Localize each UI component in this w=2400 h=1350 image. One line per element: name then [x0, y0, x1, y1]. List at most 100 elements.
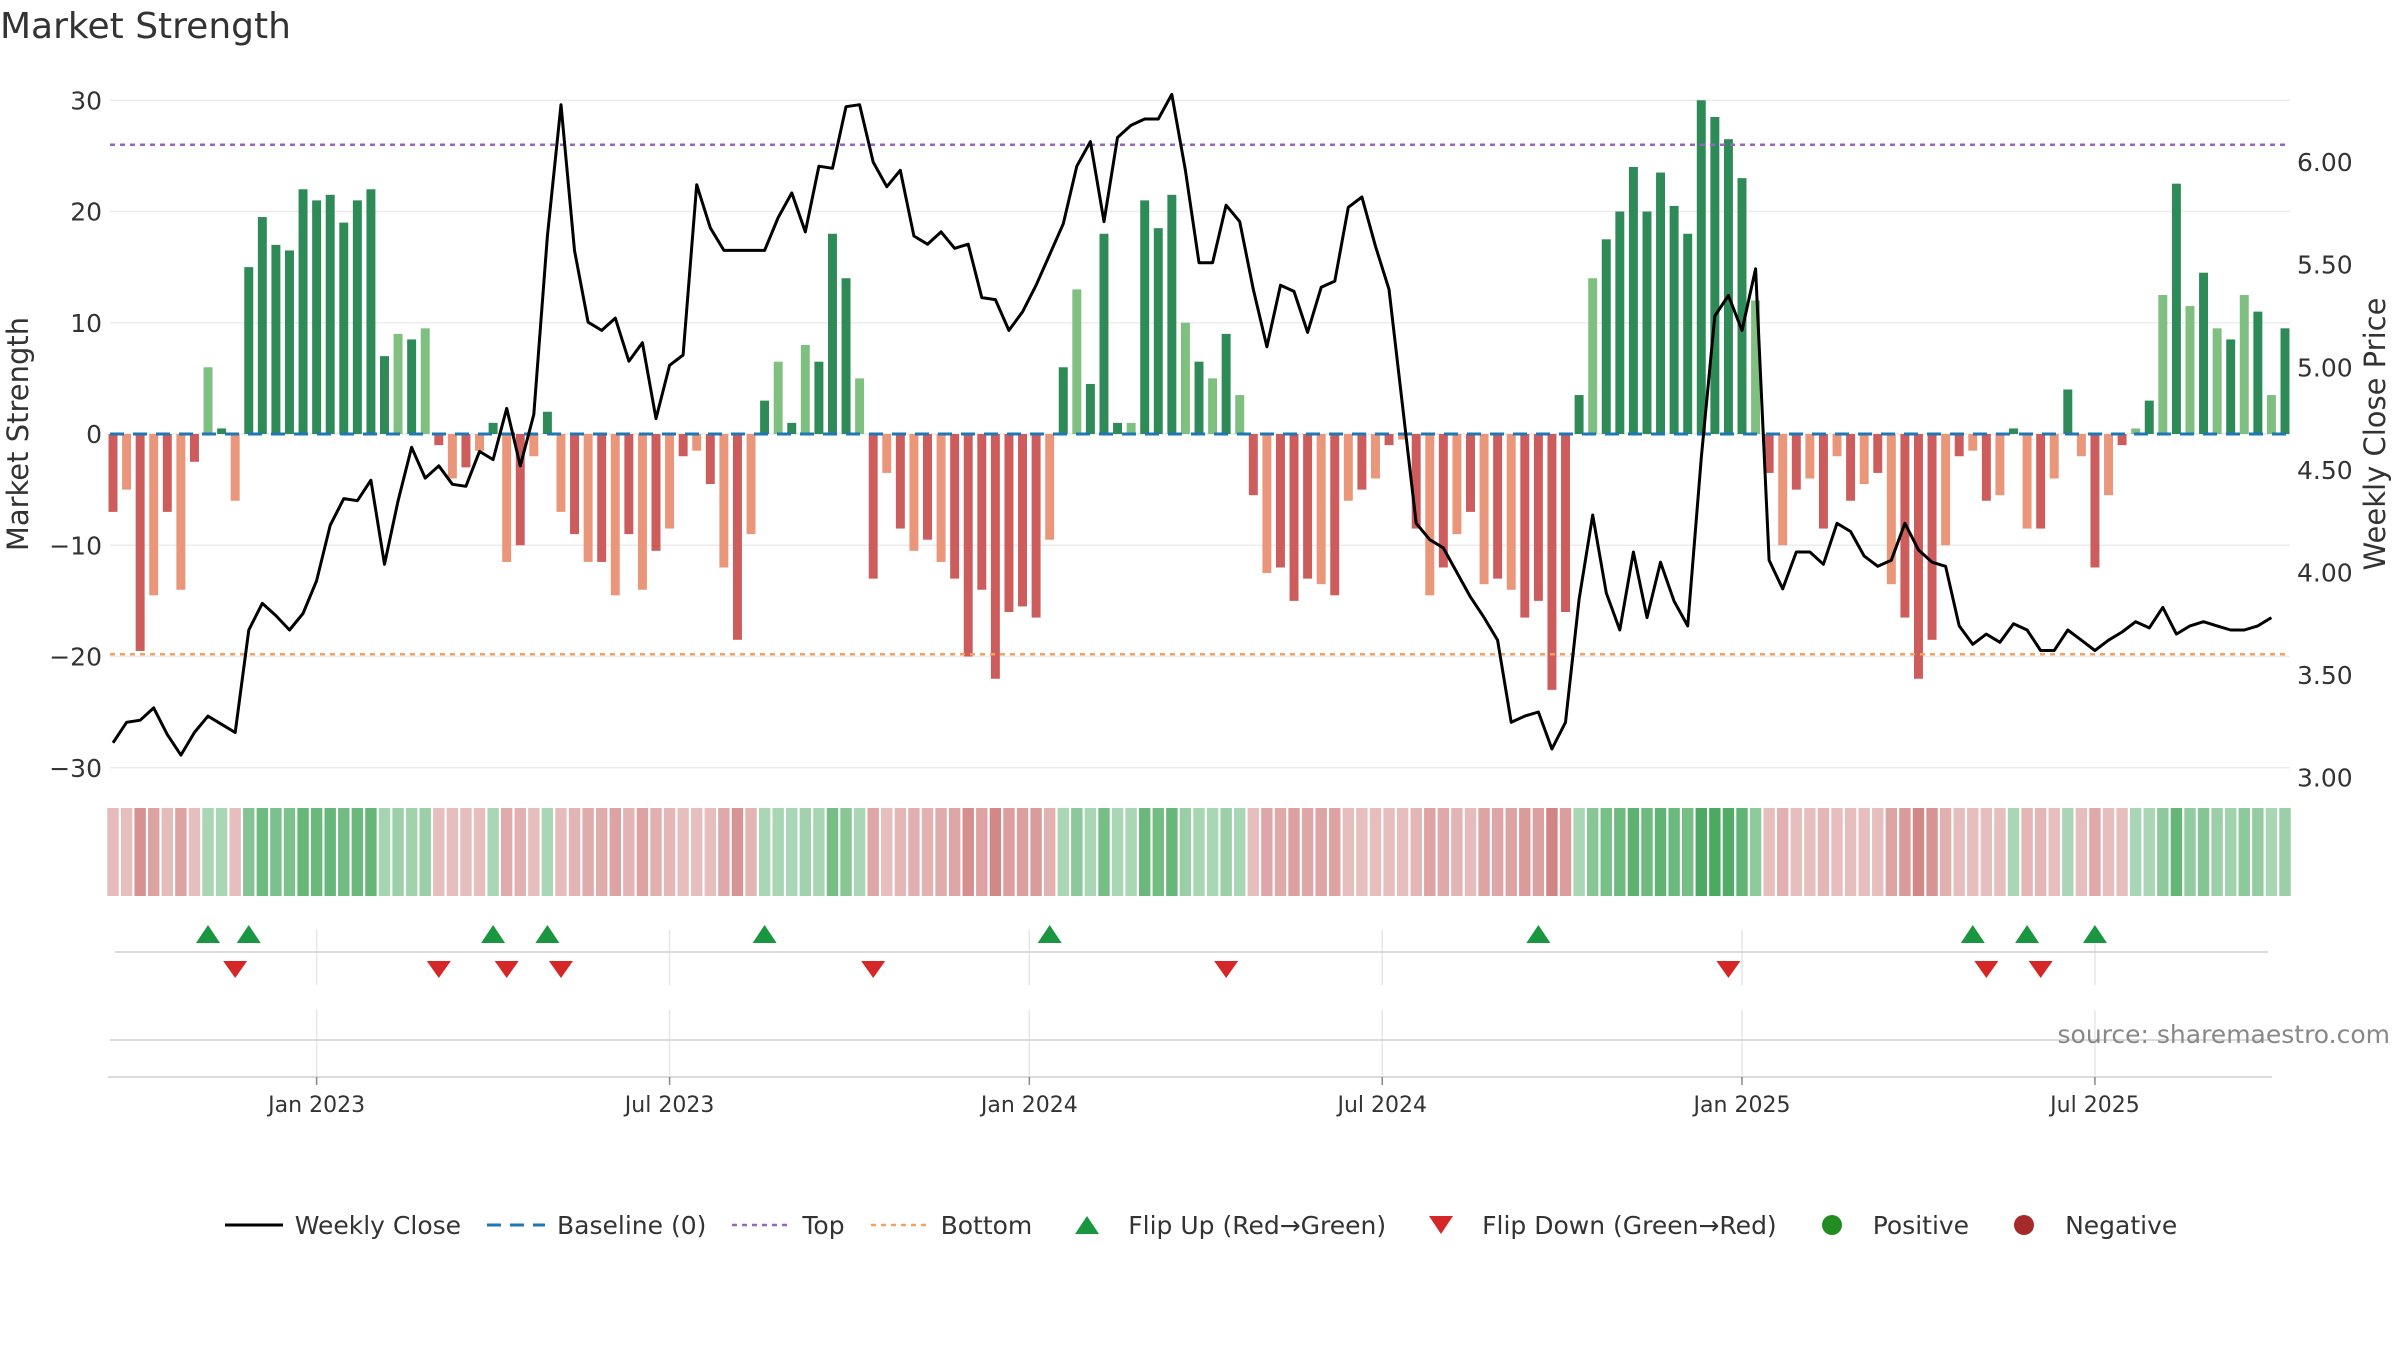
flip-down-marker [861, 961, 886, 978]
heat-cell [500, 808, 513, 896]
strength-bar [393, 333, 403, 434]
heat-cell [1437, 808, 1450, 896]
strength-bar [719, 434, 729, 568]
heat-cell [514, 808, 526, 896]
heat-cell [2075, 808, 2088, 896]
heat-cell [840, 808, 852, 896]
heat-cell [2062, 808, 2074, 896]
heat-cell [433, 808, 445, 896]
strength-bar [2049, 434, 2059, 479]
strength-bar [570, 434, 580, 535]
strength-bar [189, 434, 199, 462]
legend-item-top: Top [730, 1210, 845, 1240]
heat-cell [528, 808, 540, 896]
heat-cell [1342, 808, 1355, 896]
strength-bar [2280, 328, 2290, 434]
y2-tick-label: 3.50 [2297, 661, 2353, 690]
flip-up-marker [196, 925, 221, 943]
heat-cell [582, 808, 594, 896]
heat-cell [229, 808, 241, 896]
strength-bar [1370, 434, 1380, 479]
heat-cell [595, 808, 608, 896]
flip-down-marker [426, 961, 451, 978]
heat-cell [1138, 808, 1151, 896]
strength-bar [284, 250, 294, 434]
heat-cell [2048, 808, 2060, 896]
strength-bar [1194, 361, 1204, 434]
heat-cell [786, 808, 798, 896]
flip-down-marker [1716, 961, 1741, 978]
heat-cell [188, 808, 201, 896]
heat-cell [1980, 808, 1993, 896]
heat-cell [1329, 808, 1341, 896]
heat-cell [310, 808, 323, 896]
strength-bar [1140, 200, 1150, 434]
heat-cell [1926, 808, 1938, 896]
strength-bar [1954, 434, 1964, 457]
strength-bar [1208, 378, 1218, 434]
y2-tick-label: 6.00 [2297, 148, 2353, 177]
strength-bar [1818, 434, 1828, 529]
heat-cell [1356, 808, 1368, 896]
heat-cell [1003, 808, 1015, 896]
strength-bar [2185, 306, 2195, 434]
heat-cell [1234, 808, 1246, 896]
heat-cell [989, 808, 1002, 896]
strength-bars [108, 100, 2290, 690]
strength-bar [1275, 434, 1285, 568]
heat-cell [731, 808, 744, 896]
heat-cell [419, 808, 431, 896]
strength-bar [882, 434, 892, 473]
heat-cell [324, 808, 336, 896]
heat-cell [1641, 808, 1653, 896]
strength-bar [1710, 116, 1720, 434]
strength-bar [1981, 434, 1991, 501]
legend-symbol-negative [2014, 1215, 2035, 1235]
heat-cell [1546, 808, 1558, 896]
strength-bar [1832, 434, 1842, 457]
strength-bar [2239, 294, 2249, 434]
heat-cell [745, 808, 757, 896]
heat-cell [623, 808, 635, 896]
heat-cell [1383, 808, 1395, 896]
heat-cell [2265, 808, 2278, 896]
strength-bar [1751, 300, 1761, 434]
strength-bar [1588, 278, 1598, 434]
strength-bar [692, 434, 702, 451]
y2-tick-label: 4.50 [2297, 456, 2353, 485]
heat-cell [1573, 808, 1585, 896]
flip-up-marker [1960, 925, 1985, 943]
heat-cell [1478, 808, 1490, 896]
legend-symbol-bottom [870, 1223, 929, 1227]
heat-cell [2170, 808, 2183, 896]
legend-item-negative: Negative [1993, 1210, 2177, 1240]
flip-up-marker [481, 925, 506, 943]
strength-bar [312, 200, 322, 434]
strength-bar [434, 434, 444, 446]
heat-cell [487, 808, 499, 896]
flip-down-marker [494, 961, 519, 978]
strength-bar [488, 422, 498, 434]
heat-cell [867, 808, 879, 896]
heat-cell [2279, 808, 2291, 896]
strength-bar [271, 244, 281, 434]
strength-bar [2036, 434, 2046, 529]
heat-cell [2211, 808, 2223, 896]
legend-item-flip_up: Flip Up (Red→Green) [1056, 1210, 1386, 1240]
heat-cell [1424, 808, 1436, 896]
heat-cell [704, 808, 717, 896]
strength-bar [162, 434, 172, 512]
heat-cell [1586, 808, 1599, 896]
heat-cell [2224, 808, 2237, 896]
heat-cell [1111, 808, 1124, 896]
heat-cell [894, 808, 907, 896]
strength-bar [1072, 289, 1082, 434]
heat-cell [1967, 808, 1979, 896]
strength-bar [1167, 194, 1177, 434]
flip-markers [115, 925, 2268, 978]
strength-bar [1153, 228, 1163, 434]
heat-cell [568, 808, 581, 896]
strength-bar [203, 367, 213, 434]
heat-cell [1301, 808, 1314, 896]
heat-cell [2197, 808, 2210, 896]
